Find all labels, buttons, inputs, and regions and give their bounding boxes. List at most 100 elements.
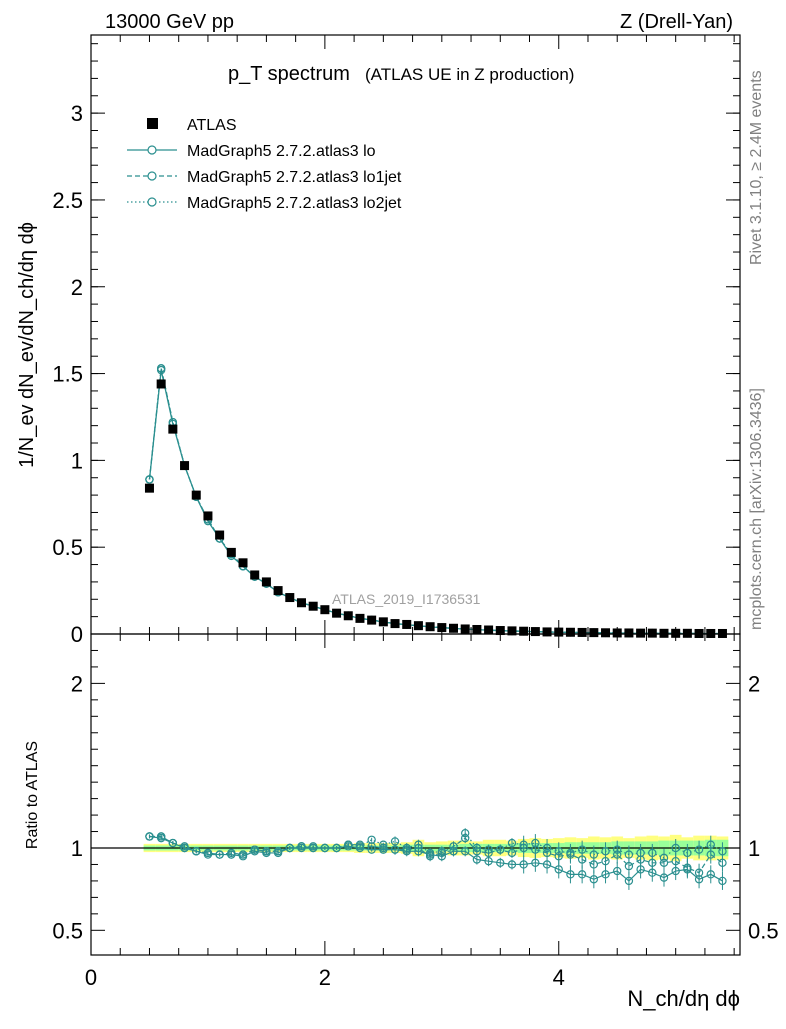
ratio-point: [332, 843, 341, 853]
ratio-point: [542, 843, 552, 853]
data-point: [308, 601, 318, 611]
main-ytick-label: 1.5: [52, 362, 83, 387]
ratio-point: [367, 842, 376, 851]
data-point: [144, 483, 154, 493]
ratio-point: [285, 843, 294, 853]
header-left: 13000 GeV pp: [105, 11, 234, 33]
ratio-point: [683, 863, 692, 872]
ratio-point: [577, 870, 587, 879]
ratio-point: [613, 845, 622, 854]
ratio-point: [437, 847, 447, 856]
ratio-point: [718, 876, 727, 886]
xtick-label: 0: [85, 965, 97, 990]
ratio-line-1: [149, 835, 723, 874]
ratio-line-0: [149, 835, 723, 882]
data-point: [402, 619, 412, 629]
ratio-point: [589, 875, 599, 884]
ratio-point: [402, 843, 411, 853]
data-point: [320, 605, 330, 615]
ratio-point: [554, 865, 563, 874]
data-point: [519, 626, 529, 636]
data-point: [589, 628, 599, 638]
ratio-point: [507, 838, 517, 848]
data-point: [530, 627, 540, 637]
data-point: [215, 530, 225, 540]
data-point: [296, 598, 306, 608]
ratio-point: [624, 850, 634, 859]
data-point: [565, 627, 575, 637]
data-point: [285, 593, 295, 603]
ratio-point: [566, 848, 575, 858]
ratio-frame-border: [90, 633, 741, 956]
data-point: [636, 628, 646, 638]
ratio-ytick-label-right: 2: [748, 671, 760, 696]
ratio-point: [671, 843, 680, 853]
ratio-point: [566, 870, 575, 879]
data-point: [659, 628, 669, 638]
ratio-point: [601, 870, 610, 879]
ratio-point: [390, 837, 400, 846]
ratio-point: [472, 843, 482, 853]
data-point: [472, 624, 482, 634]
legend: ATLAS MadGraph5 2.7.2.atlas3 lo MadGraph5 …: [127, 117, 402, 212]
ratio-point: [694, 845, 704, 854]
ratio-point: [613, 866, 622, 876]
data-point: [226, 547, 236, 557]
ratio-point: [320, 843, 330, 853]
ratio-point: [449, 847, 458, 856]
ratio-point: [156, 832, 166, 841]
ratio-point: [671, 856, 680, 866]
ratio-point: [425, 848, 435, 858]
rivet-label: Rivet 3.1.10, ≥ 2.4M events: [748, 70, 765, 265]
ratio-point: [390, 845, 400, 854]
data-point: [682, 628, 692, 638]
data-point: [168, 424, 178, 434]
data-point: [449, 623, 459, 633]
ratio-point: [484, 845, 493, 854]
data-point: [238, 558, 248, 568]
ratio-point: [683, 848, 692, 858]
ratio-point: [344, 840, 353, 849]
mc-point: [156, 364, 166, 373]
x-axis-label: N_ch/dη dϕ: [627, 986, 740, 1011]
ratio-point: [460, 828, 470, 838]
data-point: [378, 617, 388, 627]
ratio-point: [659, 873, 669, 882]
data-point: [261, 577, 271, 587]
data-point: [542, 627, 552, 637]
ratio-ytick-label: 2: [71, 671, 83, 696]
ratio-point: [355, 842, 365, 851]
data-point: [156, 379, 166, 389]
ratio-point: [601, 847, 610, 856]
ratio-point: [577, 845, 587, 854]
ratio-point: [542, 860, 552, 869]
ratio-point: [379, 840, 388, 849]
ratio-point: [648, 848, 657, 858]
mc-point: [145, 475, 154, 484]
ratio-point: [484, 856, 493, 866]
ratio-ytick-label-right: 0.5: [748, 918, 779, 943]
ratio-point: [519, 860, 528, 869]
data-point: [413, 621, 423, 631]
ratio-point: [706, 840, 715, 849]
mc-line-2: [148, 368, 723, 635]
ratio-point: [460, 847, 470, 856]
main-ytick-label: 2.5: [52, 188, 83, 213]
data-point: [577, 627, 587, 637]
data-point: [425, 622, 435, 632]
header-right: Z (Drell-Yan): [620, 11, 733, 33]
data-point: [355, 613, 365, 623]
data-point: [180, 461, 190, 471]
data-point: [647, 628, 657, 638]
main-ylabel: 1/N_ev dN_ev/dN_ch/dη dϕ: [16, 222, 38, 468]
ratio-point: [706, 870, 715, 879]
ratio-point: [624, 861, 634, 871]
ratio-ytick-label-right: 1: [748, 836, 760, 861]
plot-title: p_T spectrum: [228, 63, 350, 85]
legend-marker-data: [147, 118, 158, 129]
ratio-point: [718, 858, 727, 868]
xtick-label: 4: [553, 965, 565, 990]
ratio-point: [203, 848, 213, 858]
